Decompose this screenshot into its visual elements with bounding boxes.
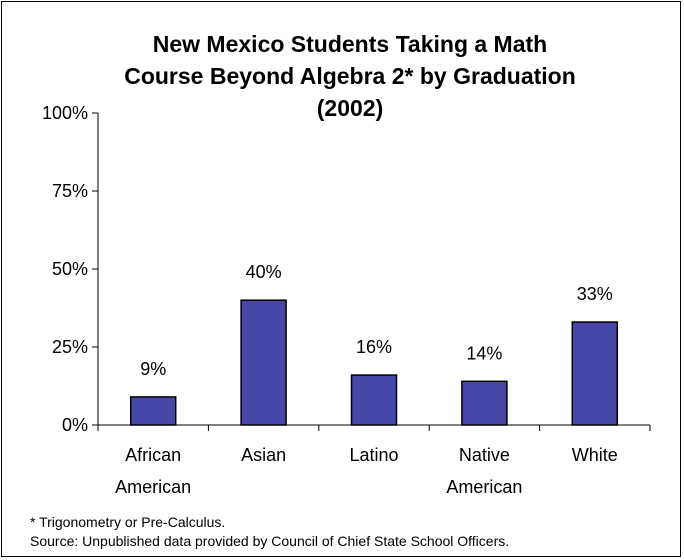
data-label: 33% [577, 284, 613, 304]
category-label: White [572, 445, 618, 465]
footnote: * Trigonometry or Pre-Calculus. [30, 514, 225, 530]
y-tick-label: 100% [42, 103, 88, 123]
data-label: 40% [246, 262, 282, 282]
footnotes: * Trigonometry or Pre-Calculus. Source: U… [30, 514, 509, 549]
data-label: 9% [140, 359, 166, 379]
bar [240, 299, 287, 426]
chart-axes: 0% 25% 50% 75% 100% [42, 103, 651, 435]
y-tick-label: 0% [62, 415, 88, 435]
footnote: Source: Unpublished data provided by Cou… [30, 533, 509, 549]
chart-title-line: (2002) [317, 95, 383, 121]
chart-title-line: New Mexico Students Taking a Math [153, 31, 547, 57]
category-labels: African American Asian Latino Native American… [115, 445, 618, 497]
data-label: 14% [466, 343, 502, 363]
bar-series [129, 299, 619, 426]
y-tick-label: 50% [52, 259, 88, 279]
category-label: American [115, 477, 191, 497]
bar [350, 374, 398, 426]
category-label: Latino [349, 445, 398, 465]
bar [571, 321, 619, 426]
data-labels: 9% 40% 16% 14% 33% [140, 262, 613, 379]
category-label: African [125, 445, 181, 465]
y-tick-label: 75% [52, 181, 88, 201]
chart-title: New Mexico Students Taking a Math Course … [124, 31, 576, 121]
data-label: 16% [356, 337, 392, 357]
y-tick-label: 25% [52, 337, 88, 357]
category-label: Native [459, 445, 510, 465]
category-label: Asian [241, 445, 286, 465]
bar [461, 380, 508, 426]
category-label: American [446, 477, 522, 497]
bar [129, 396, 177, 426]
chart-title-line: Course Beyond Algebra 2* by Graduation [124, 63, 576, 89]
